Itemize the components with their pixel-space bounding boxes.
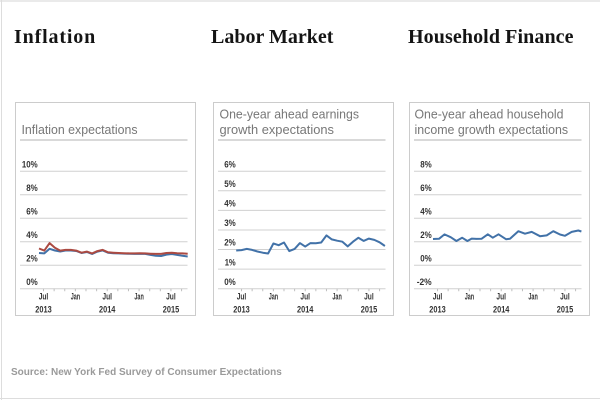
svg-text:Jul: Jul xyxy=(166,292,176,302)
svg-text:Jul: Jul xyxy=(496,292,506,302)
svg-text:Jul: Jul xyxy=(39,292,49,302)
svg-text:One-year ahead earnings: One-year ahead earnings xyxy=(220,107,360,122)
svg-text:2014: 2014 xyxy=(297,305,313,315)
svg-text:One-year ahead household: One-year ahead household xyxy=(415,107,564,122)
svg-text:4%: 4% xyxy=(420,206,432,216)
svg-text:Jul: Jul xyxy=(433,292,443,302)
svg-text:Jan: Jan xyxy=(332,292,341,302)
svg-text:4%: 4% xyxy=(224,199,236,209)
svg-text:3%: 3% xyxy=(224,218,236,228)
svg-text:2015: 2015 xyxy=(557,305,573,315)
svg-text:Jul: Jul xyxy=(300,292,310,302)
svg-text:2013: 2013 xyxy=(35,305,51,315)
svg-text:Inflation expectations: Inflation expectations xyxy=(22,122,138,137)
svg-text:Jan: Jan xyxy=(269,292,278,302)
svg-text:0%: 0% xyxy=(26,277,38,287)
svg-text:1%: 1% xyxy=(225,257,236,267)
svg-text:Jul: Jul xyxy=(237,292,247,302)
svg-text:2%: 2% xyxy=(420,230,432,240)
svg-text:2014: 2014 xyxy=(493,305,509,315)
svg-text:2015: 2015 xyxy=(361,305,377,315)
svg-text:Jan: Jan xyxy=(465,292,474,302)
svg-text:Jan: Jan xyxy=(528,292,537,302)
svg-text:Jan: Jan xyxy=(71,292,80,302)
svg-text:5%: 5% xyxy=(224,179,236,189)
svg-text:2%: 2% xyxy=(224,238,236,248)
svg-text:2015: 2015 xyxy=(163,305,179,315)
svg-text:0%: 0% xyxy=(224,277,236,287)
svg-text:2013: 2013 xyxy=(429,305,445,315)
svg-text:8%: 8% xyxy=(420,159,432,169)
svg-text:Jul: Jul xyxy=(364,292,374,302)
svg-text:10%: 10% xyxy=(22,159,38,169)
svg-text:Jul: Jul xyxy=(560,292,570,302)
svg-text:2013: 2013 xyxy=(233,305,249,315)
svg-text:8%: 8% xyxy=(26,183,38,193)
svg-text:2%: 2% xyxy=(26,253,38,263)
svg-text:4%: 4% xyxy=(26,230,38,240)
svg-text:growth expectations: growth expectations xyxy=(220,122,335,137)
svg-text:6%: 6% xyxy=(26,206,38,216)
svg-text:0%: 0% xyxy=(420,253,432,263)
svg-text:2014: 2014 xyxy=(99,305,115,315)
svg-text:6%: 6% xyxy=(420,183,432,193)
svg-text:income growth expectations: income growth expectations xyxy=(415,122,569,137)
svg-text:Jul: Jul xyxy=(102,292,112,302)
svg-text:-2%: -2% xyxy=(417,277,432,287)
svg-text:Jan: Jan xyxy=(134,292,143,302)
svg-text:6%: 6% xyxy=(224,159,236,169)
